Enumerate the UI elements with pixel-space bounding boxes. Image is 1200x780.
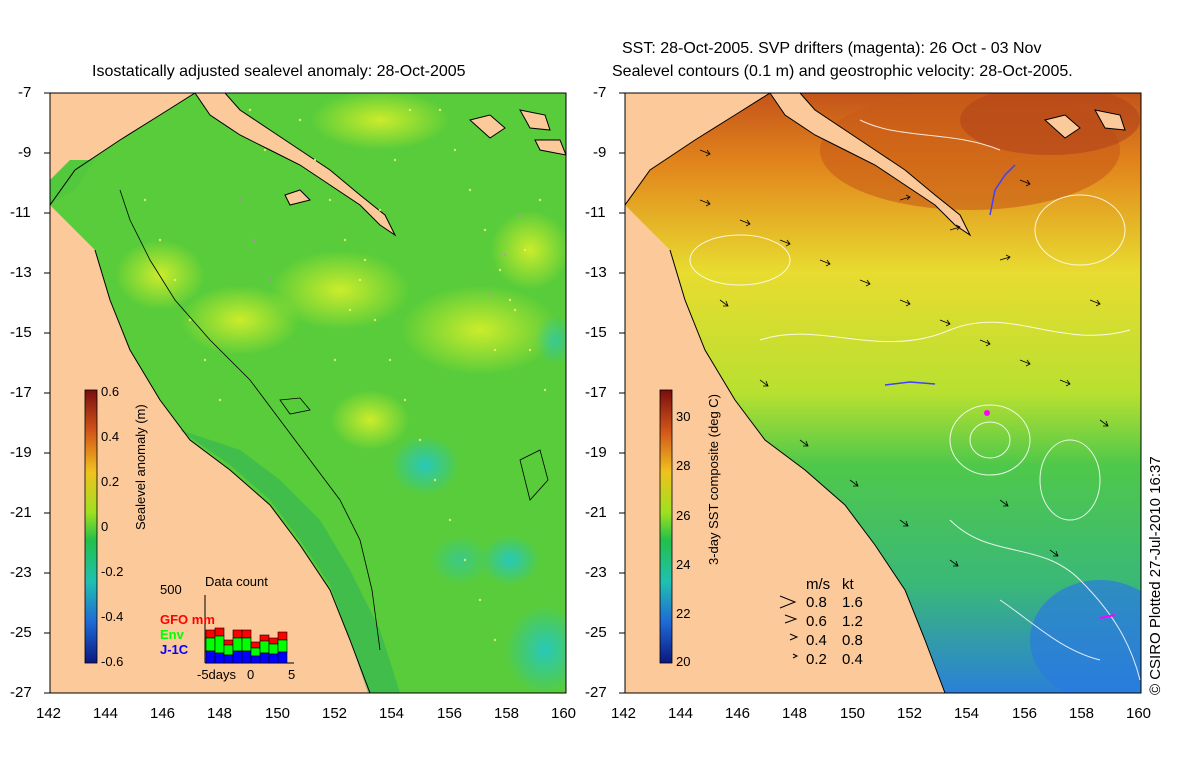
velocity-legend-ms-header: m/s bbox=[806, 576, 831, 593]
sst-colorbar bbox=[659, 389, 673, 664]
lat-tick-label: -25 bbox=[585, 624, 607, 641]
lon-tick-label: 152 bbox=[897, 705, 923, 722]
data-count-chart bbox=[204, 595, 294, 664]
sea-area bbox=[50, 93, 566, 693]
lat-tick-label: -17 bbox=[585, 384, 607, 401]
lat-tick-label: -15 bbox=[585, 324, 607, 341]
colorbar-tick-label: 0 bbox=[101, 519, 109, 534]
lon-tick-label: 150 bbox=[265, 705, 291, 722]
lon-tick-label: 154 bbox=[954, 705, 980, 722]
drifter-track bbox=[1099, 614, 1116, 619]
lon-tick-label: 160 bbox=[1126, 705, 1152, 722]
lat-tick-label: -11 bbox=[585, 204, 606, 221]
velocity-legend-ms: 0.6 bbox=[806, 613, 827, 630]
colorbar-tick-label: -0.6 bbox=[101, 654, 124, 669]
lon-tick-label: 156 bbox=[1012, 705, 1038, 722]
lat-tick-label: -21 bbox=[585, 504, 607, 521]
sst-map bbox=[625, 93, 1141, 693]
sst-colorbar-tick: 20 bbox=[676, 654, 691, 669]
velocity-legend-ms: 0.8 bbox=[806, 594, 827, 611]
lat-tick-label: -9 bbox=[18, 144, 32, 161]
lon-tick-label: 144 bbox=[93, 705, 119, 722]
sst-colorbar-tick: 28 bbox=[676, 458, 691, 473]
lat-tick-label: -11 bbox=[10, 204, 31, 221]
axis-ticks bbox=[44, 92, 625, 694]
lon-tick-label: 148 bbox=[782, 705, 808, 722]
lat-tick-label: -19 bbox=[585, 444, 607, 461]
lon-tick-label: 160 bbox=[551, 705, 577, 722]
data-count-xlabel: -5days bbox=[197, 667, 237, 682]
lon-tick-label: 150 bbox=[840, 705, 866, 722]
drifter-track bbox=[884, 381, 936, 386]
sst-colorbar-label: 3-day SST composite (deg C) bbox=[706, 394, 721, 565]
velocity-legend-ms: 0.4 bbox=[806, 632, 827, 649]
lat-tick-label: -7 bbox=[18, 84, 32, 101]
lat-tick-label: -27 bbox=[10, 684, 32, 701]
lon-tick-label: 148 bbox=[207, 705, 233, 722]
lat-tick-label: -13 bbox=[10, 264, 32, 281]
colorbar-tick-label: 0.6 bbox=[101, 384, 120, 399]
lon-tick-label: 146 bbox=[725, 705, 751, 722]
left-map-title: Isostatically adjusted sealevel anomaly:… bbox=[92, 63, 466, 80]
lon-tick-label: 142 bbox=[36, 705, 62, 722]
sealevel-colorbar bbox=[84, 389, 98, 664]
drifter-track bbox=[989, 164, 1016, 216]
lon-tick-label: 156 bbox=[437, 705, 463, 722]
velocity-legend-kt: 1.2 bbox=[842, 613, 863, 630]
lat-tick-label: -13 bbox=[585, 264, 607, 281]
velocity-legend-kt: 1.6 bbox=[842, 594, 863, 611]
right-map-title-line1: SST: 28-Oct-2005. SVP drifters (magenta)… bbox=[622, 40, 1042, 57]
sst-sea-area bbox=[625, 93, 1141, 693]
colorbar-tick-label: 0.2 bbox=[101, 474, 120, 489]
lat-tick-label: -27 bbox=[585, 684, 607, 701]
lat-tick-label: -23 bbox=[10, 564, 32, 581]
lat-tick-label: -15 bbox=[10, 324, 32, 341]
lon-tick-label: 158 bbox=[494, 705, 520, 722]
sst-colorbar-tick: 22 bbox=[676, 606, 691, 621]
lon-tick-label: 144 bbox=[668, 705, 694, 722]
velocity-legend-ms: 0.2 bbox=[806, 651, 827, 668]
colorbar-tick-label: 0.4 bbox=[101, 429, 120, 444]
legend-env: Env bbox=[160, 627, 184, 642]
drifter-marker bbox=[984, 410, 990, 416]
sst-colorbar-tick: 26 bbox=[676, 508, 691, 523]
colorbar-label: Sealevel anomaly (m) bbox=[133, 404, 148, 530]
lon-tick-label: 152 bbox=[322, 705, 348, 722]
data-count-title: Data count bbox=[205, 574, 268, 589]
legend-j1c: J-1C bbox=[160, 642, 189, 657]
sealevel-map bbox=[50, 93, 566, 693]
lat-tick-label: -19 bbox=[10, 444, 32, 461]
velocity-legend-arrows bbox=[779, 595, 799, 659]
data-count-xlabel: 0 bbox=[247, 667, 255, 682]
lat-tick-label: -7 bbox=[593, 84, 607, 101]
velocity-legend-kt-header: kt bbox=[842, 576, 854, 593]
lon-tick-label: 158 bbox=[1069, 705, 1095, 722]
lat-tick-label: -9 bbox=[593, 144, 607, 161]
legend-gfo: GFO mm bbox=[160, 612, 215, 627]
lat-tick-label: -21 bbox=[10, 504, 32, 521]
data-count-max: 500 bbox=[160, 582, 182, 597]
lat-tick-label: -23 bbox=[585, 564, 607, 581]
data-count-xlabel: 5 bbox=[288, 667, 296, 682]
sst-colorbar-tick: 24 bbox=[676, 557, 691, 572]
lon-tick-label: 142 bbox=[611, 705, 637, 722]
colorbar-tick-label: -0.2 bbox=[101, 564, 124, 579]
lon-tick-label: 154 bbox=[379, 705, 405, 722]
lat-tick-label: -17 bbox=[10, 384, 32, 401]
colorbar-tick-label: -0.4 bbox=[101, 609, 124, 624]
lat-tick-label: -25 bbox=[10, 624, 32, 641]
right-map-title-line2: Sealevel contours (0.1 m) and geostrophi… bbox=[612, 63, 1073, 80]
velocity-legend-kt: 0.8 bbox=[842, 632, 863, 649]
velocity-legend-kt: 0.4 bbox=[842, 651, 863, 668]
sst-colorbar-tick: 30 bbox=[676, 409, 691, 424]
lon-tick-label: 146 bbox=[150, 705, 176, 722]
credit-text: © CSIRO Plotted 27-Jul-2010 16:37 bbox=[1147, 456, 1164, 695]
